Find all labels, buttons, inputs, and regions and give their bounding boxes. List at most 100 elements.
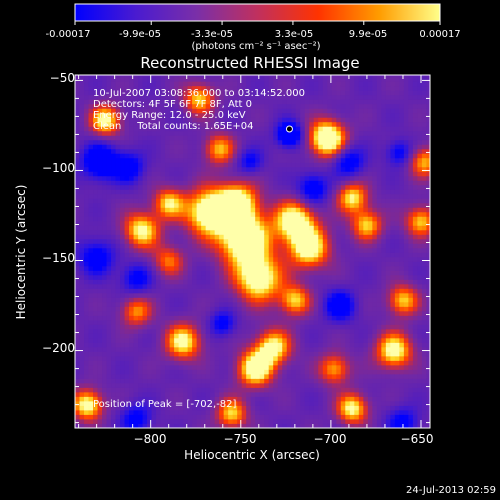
heatmap-cell (349, 360, 355, 366)
heatmap-cell (133, 382, 139, 388)
heatmap-cell (268, 315, 274, 321)
heatmap-cell (336, 279, 342, 285)
heatmap-cell (268, 324, 274, 330)
heatmap-cell (313, 198, 319, 204)
heatmap-cell (169, 193, 175, 199)
heatmap-cell (84, 117, 89, 123)
heatmap-cell (286, 252, 292, 258)
heatmap-cell (178, 75, 184, 78)
heatmap-cell (228, 328, 234, 334)
heatmap-cell (331, 193, 337, 199)
heatmap-cell (205, 202, 211, 208)
heatmap-cell (120, 360, 125, 366)
heatmap-cell (228, 279, 234, 285)
heatmap-cell (223, 292, 229, 298)
heatmap-cell (327, 157, 333, 163)
heatmap-cell (331, 319, 337, 325)
heatmap-cell (102, 301, 107, 307)
heatmap-cell (300, 153, 306, 159)
heatmap-cell (241, 270, 247, 276)
heatmap-cell (345, 274, 351, 280)
heatmap-cell (210, 409, 216, 415)
heatmap-cell (336, 108, 342, 114)
heatmap-cell (138, 360, 143, 366)
heatmap-cell (304, 108, 310, 114)
heatmap-cell (196, 189, 202, 195)
heatmap-cell (102, 135, 107, 141)
heatmap-cell (156, 355, 161, 361)
heatmap-cell (111, 364, 116, 370)
heatmap-cell (169, 162, 175, 168)
heatmap-cell (106, 184, 112, 190)
heatmap-cell (120, 423, 125, 428)
heatmap-cell (147, 418, 152, 424)
heatmap-cell (129, 382, 134, 388)
heatmap-cell (93, 342, 98, 348)
heatmap-cell (129, 171, 134, 177)
heatmap-cell (102, 94, 107, 100)
heatmap-cell (201, 229, 207, 235)
heatmap-cell (250, 319, 256, 325)
heatmap-cell (111, 252, 116, 258)
heatmap-cell (246, 261, 252, 267)
heatmap-cell (228, 220, 234, 226)
heatmap-cell (291, 193, 297, 199)
heatmap-cell (282, 414, 288, 420)
heatmap-cell (304, 121, 310, 127)
heatmap-cell (214, 216, 220, 222)
heatmap-cell (214, 373, 220, 379)
heatmap-cell (291, 319, 297, 325)
heatmap-cell (97, 193, 103, 199)
heatmap-cell (331, 328, 337, 334)
heatmap-cell (201, 234, 207, 240)
heatmap-cell (313, 171, 319, 177)
heatmap-cell (165, 382, 171, 388)
heatmap-cell (322, 409, 328, 415)
heatmap-cell (124, 108, 130, 114)
heatmap-cell (345, 117, 351, 123)
heatmap-cell (313, 418, 319, 424)
heatmap-cell (336, 423, 342, 428)
heatmap-cell (241, 157, 247, 163)
heatmap-cell (165, 310, 171, 316)
heatmap-cell (93, 369, 98, 375)
heatmap-cell (129, 418, 134, 424)
heatmap-cell (327, 148, 333, 154)
heatmap-cell (97, 247, 103, 253)
heatmap-cell (327, 369, 333, 375)
heatmap-cell (156, 391, 161, 397)
heatmap-cell (313, 166, 319, 172)
heatmap-cell (120, 81, 125, 87)
heatmap-cell (246, 112, 252, 118)
heatmap-cell (115, 144, 121, 150)
heatmap-cell (129, 153, 134, 159)
heatmap-cell (268, 252, 274, 258)
heatmap-cell (250, 81, 256, 87)
heatmap-cell (147, 297, 152, 303)
heatmap-cell (111, 423, 116, 428)
heatmap-cell (255, 148, 261, 154)
heatmap-cell (75, 153, 80, 159)
heatmap-cell (313, 283, 319, 289)
heatmap-cell (187, 130, 193, 136)
heatmap-cell (124, 247, 130, 253)
heatmap-cell (111, 135, 116, 141)
heatmap-cell (309, 378, 315, 384)
heatmap-cell (259, 148, 265, 154)
heatmap-cell (331, 387, 337, 393)
heatmap-cell (201, 180, 207, 186)
heatmap-cell (304, 153, 310, 159)
heatmap-cell (291, 423, 297, 428)
heatmap-cell (259, 270, 265, 276)
heatmap-cell (106, 306, 112, 312)
heatmap-cell (79, 76, 85, 82)
colorbar (74, 3, 441, 22)
heatmap-cell (300, 364, 306, 370)
heatmap-cell (106, 166, 112, 172)
heatmap-cell (264, 409, 270, 415)
heatmap-cell (102, 144, 107, 150)
heatmap-cell (88, 162, 94, 168)
heatmap-cell (300, 324, 306, 330)
heatmap-cell (304, 319, 310, 325)
heatmap-cell (232, 117, 238, 123)
